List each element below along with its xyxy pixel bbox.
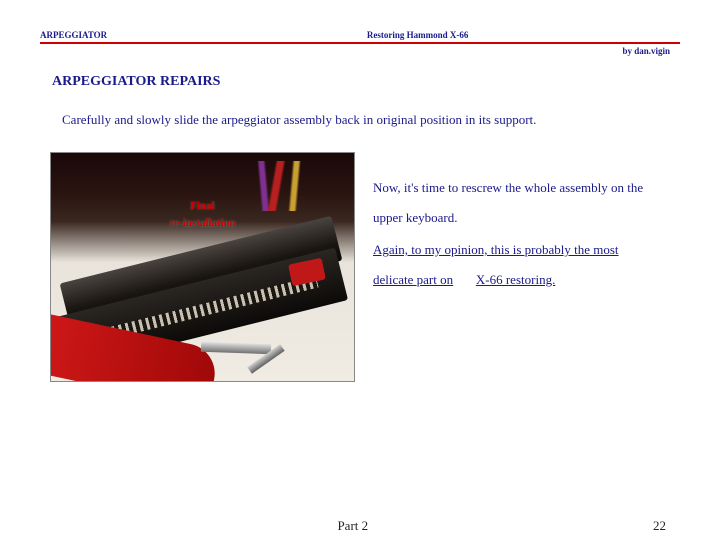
header-left: ARPEGGIATOR xyxy=(40,30,107,40)
footer-part: Part 2 xyxy=(337,518,368,534)
para-2b-pre: delicate part on xyxy=(373,272,453,287)
figure-caption: Final re-installation xyxy=(170,198,236,231)
byline: by dan.vigin xyxy=(40,46,680,56)
body-text: Now, it's time to rescrew the whole asse… xyxy=(373,152,680,382)
section-title: ARPEGGIATOR REPAIRS xyxy=(52,74,680,90)
footer-page: 22 xyxy=(653,518,666,534)
header-row: ARPEGGIATOR Restoring Hammond X-66 xyxy=(40,30,680,40)
caption-line2: re-installation xyxy=(170,215,236,232)
photo-wires xyxy=(224,161,344,211)
para-1a: Now, it's time to rescrew the whole asse… xyxy=(373,176,680,200)
para-2b-post: X-66 restoring. xyxy=(476,272,555,287)
photo-tool-tip xyxy=(201,342,271,354)
content-row: Final re-installation Now, it's time to … xyxy=(50,152,680,382)
photo-reinstallation xyxy=(50,152,355,382)
para-2b-gap xyxy=(456,272,472,287)
intro-text: Carefully and slowly slide the arpeggiat… xyxy=(62,112,680,128)
para-1b: upper keyboard. xyxy=(373,206,680,230)
header-center: Restoring Hammond X-66 xyxy=(367,30,469,40)
figure: Final re-installation xyxy=(50,152,355,382)
page: ARPEGGIATOR Restoring Hammond X-66 by da… xyxy=(0,0,720,540)
para-2a-text: Again, to my opinion, this is probably t… xyxy=(373,242,619,257)
header-rule xyxy=(40,42,680,44)
caption-line1: Final xyxy=(170,198,236,215)
